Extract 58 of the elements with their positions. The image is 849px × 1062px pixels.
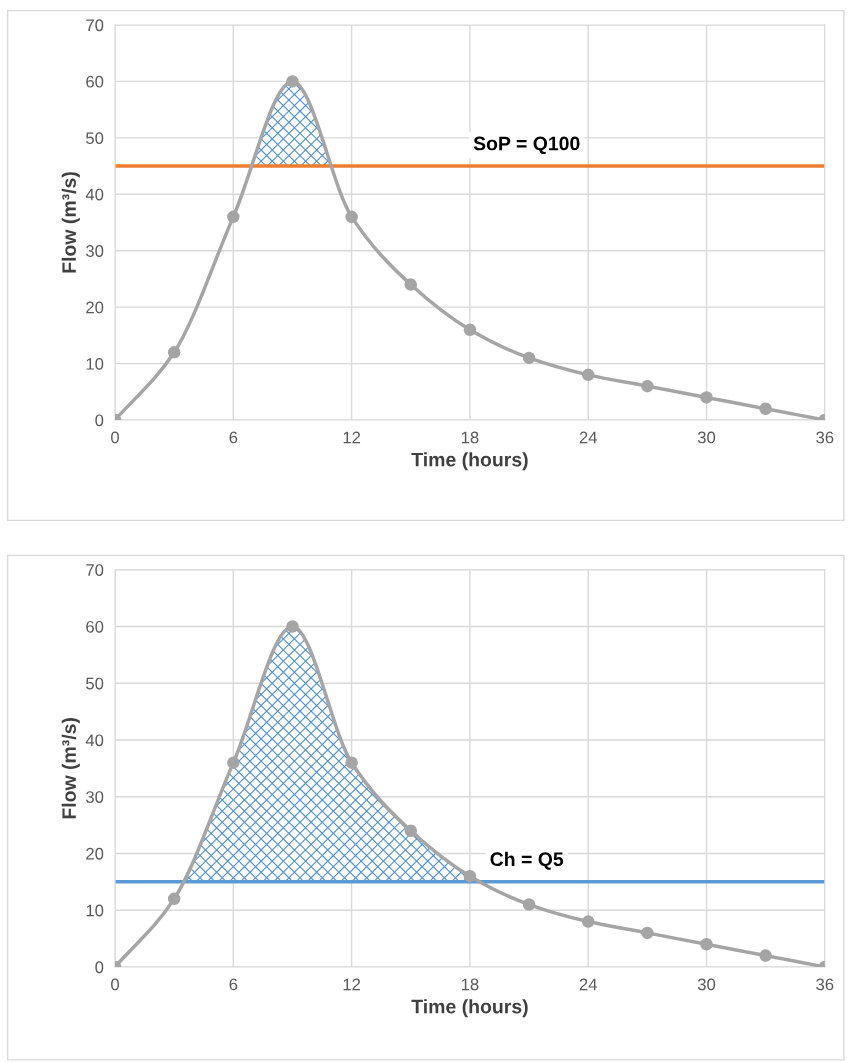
point: [345, 756, 358, 769]
point: [286, 75, 299, 88]
x-tick-label: 0: [111, 431, 120, 444]
y-axis-title: Flow (m³/s): [61, 718, 80, 819]
y-tick-label: 40: [85, 188, 104, 201]
y-tick-label: 20: [86, 301, 104, 314]
y-tick-label: 70: [86, 564, 104, 576]
y-tick-label: 0: [95, 414, 104, 427]
y-tick-label: 40: [85, 734, 104, 747]
point: [759, 949, 772, 962]
y-tick-label: 10: [86, 357, 104, 370]
x-tick-label: 24: [579, 431, 597, 444]
point: [522, 351, 536, 365]
point: [404, 278, 418, 291]
x-tick-label: 24: [579, 978, 597, 991]
point: [227, 210, 240, 224]
point: [641, 926, 654, 940]
y-tick-label: 30: [86, 791, 104, 803]
x-tick-label: 36: [816, 431, 834, 444]
point: [463, 869, 477, 883]
point: [167, 346, 181, 359]
x-tick-label: 12: [343, 431, 361, 444]
point: [227, 756, 240, 769]
y-tick-label: 60: [86, 75, 104, 88]
y-tick-label: 50: [86, 677, 104, 690]
x-tick-label: 18: [461, 978, 479, 991]
ref-line-label: SoP = Q100: [473, 136, 580, 154]
point: [581, 915, 595, 928]
x-axis-title: Time (hours): [411, 452, 528, 471]
y-tick-label: 60: [86, 620, 104, 633]
y-tick-label: 30: [86, 245, 104, 257]
x-tick-label: 6: [229, 978, 238, 991]
x-tick-label: 6: [229, 431, 238, 444]
y-tick-label: 20: [86, 847, 104, 860]
x-tick-label: 0: [111, 978, 120, 991]
y-axis-title: Flow (m³/s): [61, 172, 80, 273]
point: [581, 368, 595, 382]
x-axis-title: Time (hours): [411, 999, 528, 1018]
y-tick-label: 70: [86, 19, 104, 32]
y-tick-label: 50: [86, 132, 104, 145]
x-tick-label: 12: [343, 978, 361, 991]
y-tick-label: 0: [95, 961, 104, 974]
x-tick-label: 18: [461, 431, 479, 444]
point: [700, 391, 713, 404]
point: [522, 898, 536, 911]
point: [404, 824, 418, 838]
x-tick-label: 30: [697, 431, 716, 444]
y-tick-label: 10: [86, 904, 104, 917]
point: [345, 210, 358, 224]
x-tick-label: 30: [697, 978, 716, 991]
point: [641, 379, 654, 393]
point: [700, 938, 713, 951]
point: [286, 620, 299, 633]
ref-line-label: Ch = Q5: [490, 851, 564, 870]
x-tick-label: 36: [816, 978, 834, 991]
point: [759, 402, 772, 415]
point: [167, 892, 181, 906]
point: [463, 323, 477, 336]
